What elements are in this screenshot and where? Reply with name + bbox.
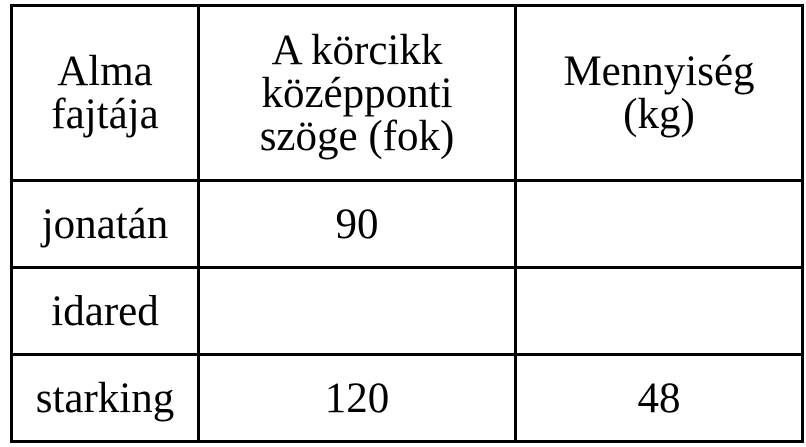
header-angle: A körcikk középponti szöge (fok) [197, 4, 517, 182]
cell-angle: 90 [197, 179, 517, 269]
cell-variety: jonatán [10, 179, 200, 269]
header-line: középponti [261, 69, 453, 117]
table-row: starking 120 48 [10, 353, 804, 443]
cell-quantity [514, 179, 804, 269]
table-row: idared [10, 266, 804, 356]
header-variety: Alma fajtája [10, 4, 200, 182]
cell-angle: 120 [197, 353, 517, 443]
cell-variety: starking [10, 353, 200, 443]
header-line: A körcikk [271, 26, 443, 74]
cell-quantity [514, 266, 804, 356]
table-row: jonatán 90 [10, 179, 804, 269]
header-quantity: Mennyiség (kg) [514, 4, 804, 182]
header-row: Alma fajtája A körcikk középponti szöge … [10, 4, 804, 182]
header-line: Mennyiség [563, 48, 755, 95]
header-line: Alma [57, 48, 153, 95]
header-line: fajtája [51, 91, 159, 138]
cell-quantity: 48 [514, 353, 804, 443]
cell-angle [197, 266, 517, 356]
cell-variety: idared [10, 266, 200, 356]
header-line: (kg) [623, 91, 695, 138]
apple-table: Alma fajtája A körcikk középponti szöge … [10, 4, 804, 443]
header-line: szöge (fok) [259, 112, 455, 160]
